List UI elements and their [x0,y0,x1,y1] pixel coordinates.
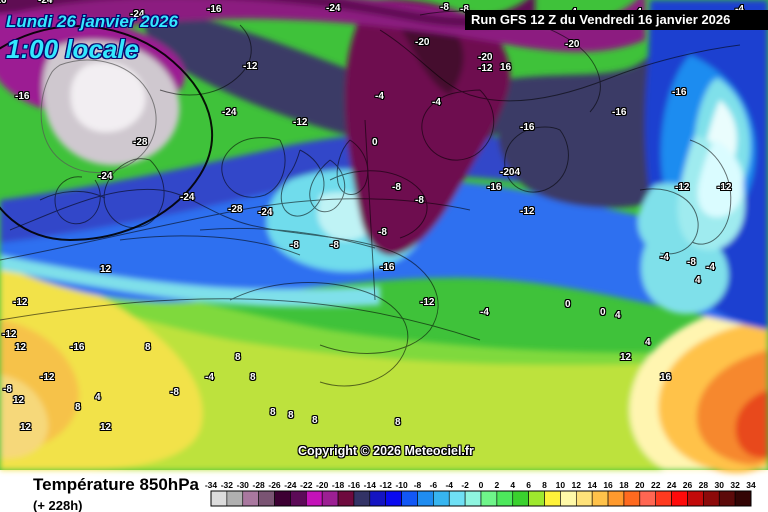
svg-text:22: 22 [651,480,661,490]
svg-text:-30: -30 [237,480,250,490]
svg-text:24: 24 [667,480,677,490]
svg-text:26: 26 [683,480,693,490]
svg-text:18: 18 [619,480,629,490]
svg-text:-32: -32 [221,480,234,490]
svg-text:-26: -26 [268,480,281,490]
svg-text:20: 20 [635,480,645,490]
svg-text:32: 32 [730,480,740,490]
svg-text:-18: -18 [332,480,345,490]
svg-text:-12: -12 [380,480,393,490]
svg-text:34: 34 [746,480,756,490]
svg-text:16: 16 [603,480,613,490]
svg-text:2: 2 [495,480,500,490]
svg-text:-16: -16 [348,480,361,490]
svg-text:-4: -4 [445,480,453,490]
svg-text:-22: -22 [300,480,313,490]
svg-text:0: 0 [479,480,484,490]
svg-text:-24: -24 [284,480,297,490]
svg-text:30: 30 [715,480,725,490]
svg-text:-8: -8 [414,480,422,490]
svg-text:-28: -28 [252,480,265,490]
svg-text:8: 8 [542,480,547,490]
svg-text:-6: -6 [430,480,438,490]
svg-text:-10: -10 [395,480,408,490]
svg-text:10: 10 [556,480,566,490]
svg-text:4: 4 [510,480,515,490]
svg-text:-14: -14 [364,480,377,490]
svg-text:28: 28 [699,480,709,490]
svg-text:-2: -2 [461,480,469,490]
svg-text:-34: -34 [205,480,218,490]
svg-text:6: 6 [526,480,531,490]
svg-text:14: 14 [587,480,597,490]
svg-text:-20: -20 [316,480,329,490]
svg-text:12: 12 [572,480,582,490]
